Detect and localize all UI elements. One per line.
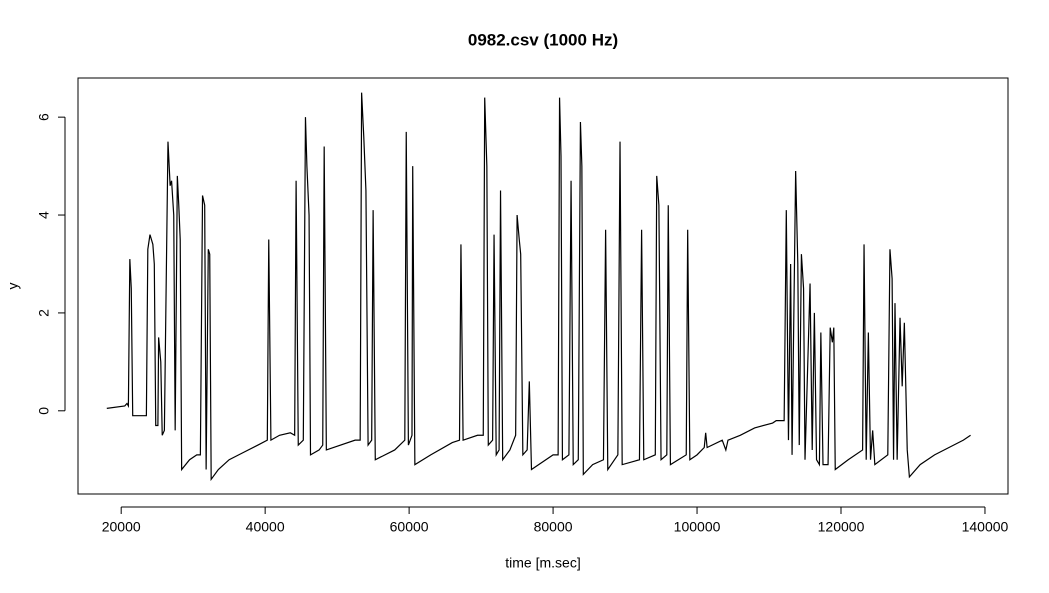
- x-tick-label: 100000: [674, 519, 721, 535]
- x-tick-label: 20000: [102, 519, 141, 535]
- x-axis-title: time [m.sec]: [505, 555, 580, 571]
- y-tick-label: 2: [36, 309, 52, 317]
- x-tick-label: 80000: [534, 519, 573, 535]
- y-tick-label: 4: [36, 211, 52, 219]
- y-axis-title: y: [5, 283, 21, 290]
- x-tick-label: 140000: [962, 519, 1009, 535]
- chart-title: 0982.csv (1000 Hz): [468, 30, 618, 49]
- plot-frame: [77, 77, 1009, 495]
- x-tick-label: 60000: [390, 519, 429, 535]
- y-tick-label: 6: [36, 113, 52, 121]
- x-tick-label: 120000: [818, 519, 865, 535]
- y-tick-label: 0: [36, 407, 52, 415]
- x-tick-label: 40000: [246, 519, 285, 535]
- data-line: [106, 92, 971, 482]
